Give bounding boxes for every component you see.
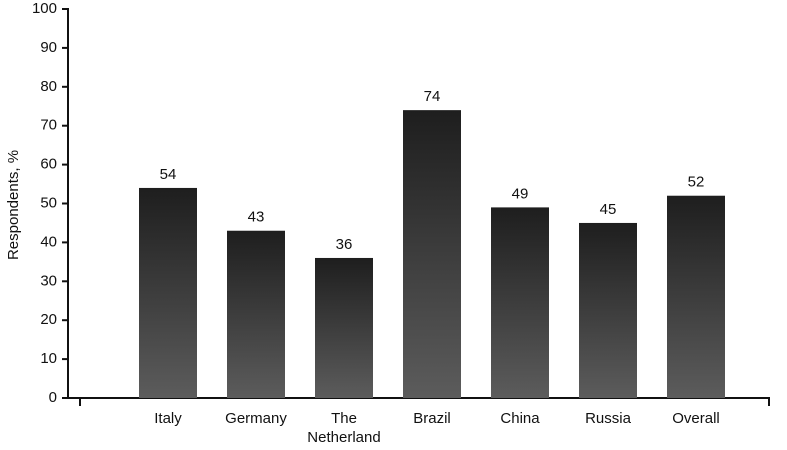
x-tick-label: China	[500, 410, 540, 427]
x-tick-label: Overall	[672, 410, 720, 427]
y-tick-label: 10	[40, 350, 57, 367]
x-tick-label: Brazil	[413, 410, 451, 427]
bar	[227, 230, 285, 398]
value-label: 52	[688, 174, 705, 191]
bar	[139, 187, 197, 398]
y-axis-label: Respondents, %	[5, 150, 22, 260]
bar	[403, 110, 461, 398]
y-tick-label: 90	[40, 39, 57, 56]
bar	[315, 257, 373, 398]
value-label: 49	[512, 185, 529, 202]
y-tick-label: 20	[40, 311, 57, 328]
y-tick-label: 100	[32, 0, 57, 17]
value-label: 45	[600, 201, 617, 218]
y-tick-label: 40	[40, 233, 57, 250]
value-label: 74	[424, 88, 441, 105]
y-tick-label: 70	[40, 117, 57, 134]
x-tick-label: The Netherland	[307, 410, 381, 446]
value-label: 36	[336, 236, 353, 253]
value-label: 43	[248, 209, 265, 226]
bar	[491, 207, 549, 398]
value-label: 54	[160, 166, 177, 183]
x-tick-label: Italy	[154, 410, 182, 427]
y-tick-label: 0	[49, 389, 57, 406]
x-tick-label: Russia	[585, 410, 631, 427]
bar	[579, 222, 637, 398]
y-tick-label: 30	[40, 272, 57, 289]
bar	[667, 195, 725, 398]
x-tick-label: Germany	[225, 410, 287, 427]
y-tick-label: 80	[40, 78, 57, 95]
y-tick-label: 60	[40, 156, 57, 173]
y-tick-label: 50	[40, 194, 57, 211]
